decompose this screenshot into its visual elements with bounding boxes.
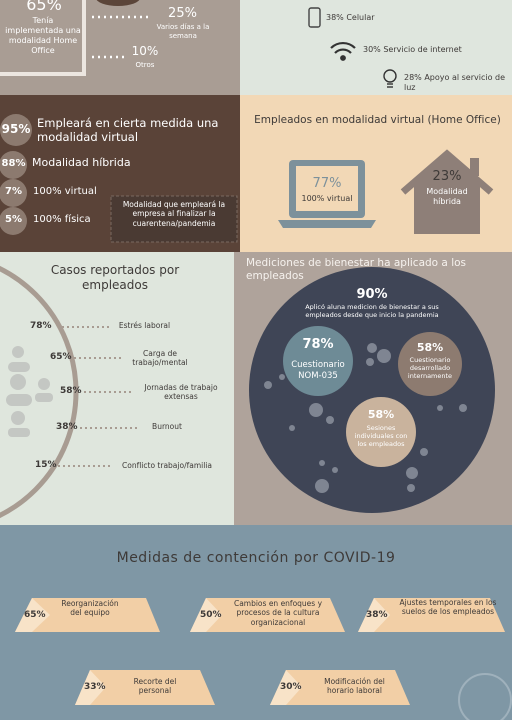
label: Ajustes temporales en los suelos de los … [399,598,497,617]
note-box [110,195,238,243]
section-title: Casos reportados por empleados [50,263,180,292]
percent: 58% [367,408,395,421]
arrows [58,326,140,467]
section-title: Mediciones de bienestar ha aplicado a lo… [246,257,467,283]
decor-arc [0,265,79,519]
percent: 38% [366,610,388,620]
percent: 58% [60,386,82,396]
percent: 65% [24,610,46,620]
percent: 77% [312,176,342,191]
circle-teal [283,326,353,396]
label: Modificación del horario laboral [324,677,385,696]
label: 100% virtual [301,194,353,203]
percent: 90% [356,287,388,302]
label: Sesiones individuales con los empleados [354,424,408,449]
support-item: 30% Servicio de internet [363,45,462,54]
wifi-icon [330,41,356,61]
percent: 33% [84,682,106,692]
percent: 78% [30,321,52,331]
decor-virus [458,673,512,720]
people-icons [6,346,53,437]
label: Estrés laboral [118,321,171,330]
percent: 50% [200,610,222,620]
measure-accents [15,598,390,705]
phone-icon [308,7,321,28]
label: Reorganización del equipo [61,599,119,618]
label: Modalidad híbrida [32,156,131,169]
label: Modalidad híbrida [426,187,468,206]
label: Varios días a la semana [156,23,210,40]
decor-dots [264,343,467,493]
label: Cuestionario NOM-035 [291,360,345,381]
percent: 95% [1,122,31,136]
label: Aplicó aluna medicion de bienestar a sus… [305,303,439,320]
label: Cambios en enfoques y procesos de la cul… [233,599,323,627]
percent: 30% [280,682,302,692]
circle-brown [398,332,462,396]
section-title: Empleados en modalidad virtual (Home Off… [254,114,501,126]
percent: 10% [131,44,159,58]
label: Jornadas de trabajo extensas [144,383,218,402]
circle-beige [346,397,416,467]
bulb-icon [383,69,397,88]
label: 100% virtual [33,186,97,197]
percent: 58% [416,341,444,354]
section-title: Medidas de contención por COVID-19 [116,550,396,566]
percent: 78% [302,337,334,352]
percent: 65% [50,352,72,362]
percent: 38% [56,422,78,432]
label: Tenía implementada una modalidad Home Of… [5,16,81,55]
percent: 65% [26,0,62,14]
badge [0,151,27,179]
badge [0,179,27,207]
badge [0,207,27,235]
label: Otros [135,61,155,69]
panel [240,0,512,95]
laptop-base [278,220,376,228]
house-chimney [470,158,479,176]
percent: 5% [5,214,22,225]
house-roof [400,149,494,195]
support-item: 38% Celular [326,13,375,22]
house-body [414,157,480,234]
decor [96,0,140,6]
percent: 25% [168,6,197,21]
label: Recorte del personal [133,677,177,696]
label: Conflicto trabajo/familia [122,461,212,470]
label: Burnout [152,422,182,431]
panel [0,0,240,95]
measure-shapes [15,598,505,705]
label: Cuestionario desarrollado internamente [407,356,453,381]
percent: 23% [432,169,462,184]
laptop-inner [296,166,358,211]
label: Empleará en cierta medida una modalidad … [37,116,219,145]
label: 100% física [33,214,91,225]
note: Modalidad que empleará la empresa al fin… [122,200,226,228]
percent: 88% [1,158,26,169]
house-outline [0,0,86,76]
label: Carga de trabajo/mental [132,349,188,368]
badge [0,114,32,146]
percent: 15% [35,460,57,470]
support-item: 28% Apoyo al servicio de luz [404,73,506,92]
percent: 7% [5,186,22,197]
